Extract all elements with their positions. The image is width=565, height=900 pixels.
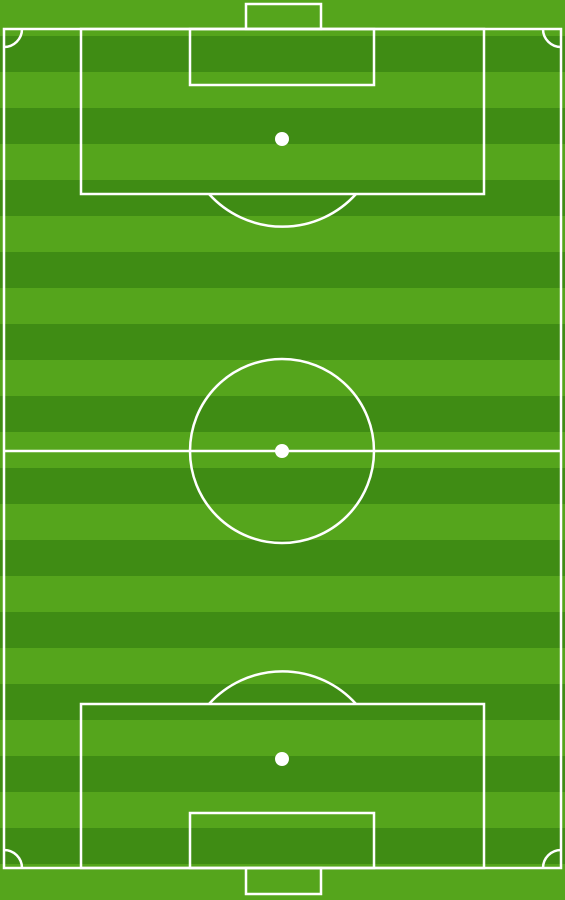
grass-stripe <box>0 72 565 108</box>
grass-stripe <box>0 720 565 756</box>
grass-stripe <box>0 504 565 540</box>
top-penalty-area <box>79 27 486 196</box>
grass-stripe <box>0 36 565 72</box>
grass-stripe <box>0 216 565 252</box>
top-penalty-arc <box>208 193 357 228</box>
grass-stripe <box>0 792 565 828</box>
bottom-penalty-area <box>79 702 486 870</box>
bottom-penalty-arc <box>208 670 357 705</box>
grass-stripe <box>0 648 565 684</box>
grass-stripe <box>0 684 565 720</box>
grass-stripe <box>0 180 565 216</box>
centre-circle <box>188 357 376 545</box>
grass-stripe <box>0 252 565 288</box>
corner-arc-bottom-left <box>3 848 24 869</box>
grass-stripe <box>0 360 565 396</box>
corner-arc-bottom-right <box>541 848 562 869</box>
bottom-goal <box>244 866 323 896</box>
grass-stripe <box>0 324 565 360</box>
grass-stripe <box>0 576 565 612</box>
bottom-goal-area <box>188 811 376 870</box>
corner-arc-top-right <box>541 28 562 49</box>
bottom-penalty-spot <box>275 752 289 766</box>
top-goal <box>244 2 323 31</box>
top-goal-area <box>188 27 376 87</box>
grass-stripe <box>0 396 565 432</box>
grass-stripe <box>0 828 565 864</box>
grass-stripe <box>0 144 565 180</box>
grass-stripe <box>0 468 565 504</box>
centre-spot <box>275 444 289 458</box>
grass-stripe <box>0 612 565 648</box>
grass-stripe <box>0 540 565 576</box>
top-penalty-spot <box>275 132 289 146</box>
corner-arc-top-left <box>3 28 24 49</box>
grass-stripe <box>0 288 565 324</box>
